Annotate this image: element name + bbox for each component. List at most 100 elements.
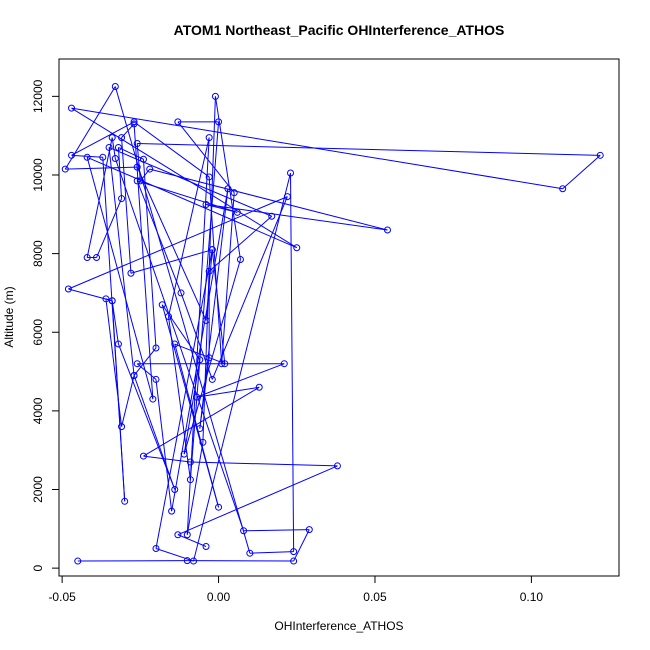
series-line-segment [211,196,288,380]
data-point [139,452,147,460]
series-line-segment [130,249,213,274]
series-line-segment [143,386,260,457]
data-point [146,165,154,173]
series-line-segment [199,188,229,429]
data-point [121,497,129,505]
data-point [133,140,141,148]
data-point [186,476,194,484]
series-line-segment [68,196,288,290]
data-point [133,163,141,171]
data-point [211,92,219,100]
data-point [202,543,210,551]
y-tick-label: 6000 [31,319,45,346]
data-point [64,285,72,293]
data-point [111,83,119,91]
data-point [208,375,216,383]
data-point [205,354,213,362]
data-point [240,527,248,535]
data-point [83,153,91,161]
data-point [130,371,138,379]
x-axis: -0.05 0.00 0.05 0.10 [48,576,543,604]
series-line-segment [86,156,297,249]
series-line-segment [133,121,210,178]
series-line-segment [190,461,338,467]
series-line-segment [108,146,272,217]
series-line-segment [174,343,220,508]
series-line-segment [205,203,388,231]
series-line-segment [133,347,157,376]
data-point [108,134,116,142]
series-line-segment [196,386,260,398]
series-line-segment [102,157,126,502]
series-line-segment [221,192,235,364]
series-line-segment [214,96,241,260]
data-point [246,549,254,557]
data-point [118,195,126,203]
data-point [215,503,223,511]
series-line-segment [136,143,141,181]
series-line-segment [111,137,116,159]
series-line-segment [171,188,229,512]
data-point [193,393,201,401]
data-point [149,395,157,403]
series-line-segment [177,121,235,193]
data-point [108,297,116,305]
data-point [202,316,210,324]
data-point [202,200,210,208]
data-point [174,531,182,539]
data-point [183,531,191,539]
series-line-segment [133,375,176,490]
data-point [93,254,101,262]
data-point [99,153,107,161]
data-point [205,267,213,275]
y-tick-label: 12000 [31,79,45,113]
series-line-segment [168,137,210,317]
series-line-segment [65,166,138,170]
data-point [290,548,298,556]
data-point [158,301,166,309]
data-point [290,557,298,565]
data-point [196,356,204,364]
series-line-segment [562,154,601,190]
y-axis: 0 2000 4000 6000 8000 10000 12000 [31,79,59,571]
data-point [255,383,263,391]
series-line-segment [143,455,191,463]
data-point [139,155,147,163]
series-line-segment [243,529,310,532]
data-point [102,295,110,303]
series-line-segment [139,168,151,182]
series-line-segment [136,166,207,321]
data-point [283,193,291,201]
data-point [136,177,144,185]
plot-frame [58,58,620,577]
data-point [268,212,276,220]
data-point [233,208,241,216]
data-point [133,360,141,368]
series-line-segment [186,442,204,535]
data-point [224,185,232,193]
data-point [199,438,207,446]
series-line-segment [155,548,194,562]
series-line-segment [111,300,119,345]
data-point [196,425,204,433]
series-line-segment [96,198,123,258]
series-line-segment [293,529,310,562]
series-line-segment [290,173,295,552]
x-tick-label: 0.10 [520,590,544,604]
y-tick-label: 0 [31,564,45,571]
series-line-segment [121,137,132,274]
data-point [68,151,76,159]
series-lines [64,86,601,562]
data-point [111,154,119,162]
data-point [208,246,216,254]
data-point [68,104,76,112]
data-point [230,189,238,197]
series-line-segment [121,375,135,427]
series-line-segment [136,180,182,294]
data-point [118,423,126,431]
data-point [186,458,194,466]
series-line-segment [86,137,113,258]
series-line-segment [149,168,388,231]
